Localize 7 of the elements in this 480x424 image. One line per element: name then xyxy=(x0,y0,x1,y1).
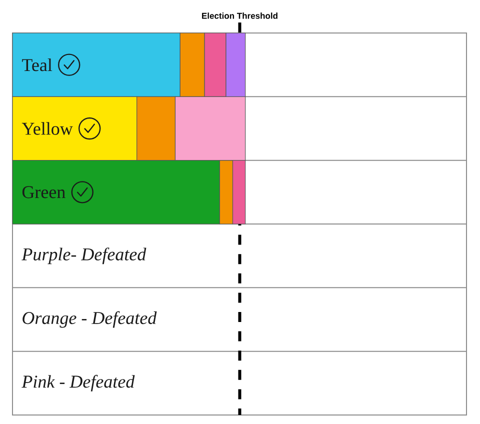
y-tick-label: Orange - Defeated xyxy=(22,311,157,328)
y-tick-label: Purple- Defeated xyxy=(22,248,146,264)
y-tick-label: Pink - Defeated xyxy=(22,374,135,392)
y-tick-label: Green xyxy=(22,186,66,198)
y-tick-label: Teal xyxy=(22,58,52,72)
y-tick-label: Yellow xyxy=(22,122,73,135)
ref-line-label: Election Threshold xyxy=(202,12,278,19)
